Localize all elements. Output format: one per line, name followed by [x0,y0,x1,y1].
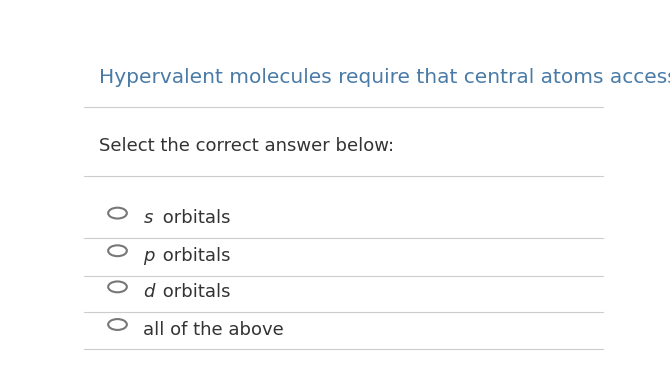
Text: p: p [143,247,155,265]
Text: all of the above: all of the above [143,321,284,339]
Text: orbitals: orbitals [157,210,231,228]
Text: orbitals: orbitals [157,283,231,301]
Text: s: s [143,210,153,228]
Text: orbitals: orbitals [157,247,231,265]
Text: Select the correct answer below:: Select the correct answer below: [99,137,395,155]
Text: Hypervalent molecules require that central atoms access:: Hypervalent molecules require that centr… [99,68,670,87]
Text: d: d [143,283,155,301]
